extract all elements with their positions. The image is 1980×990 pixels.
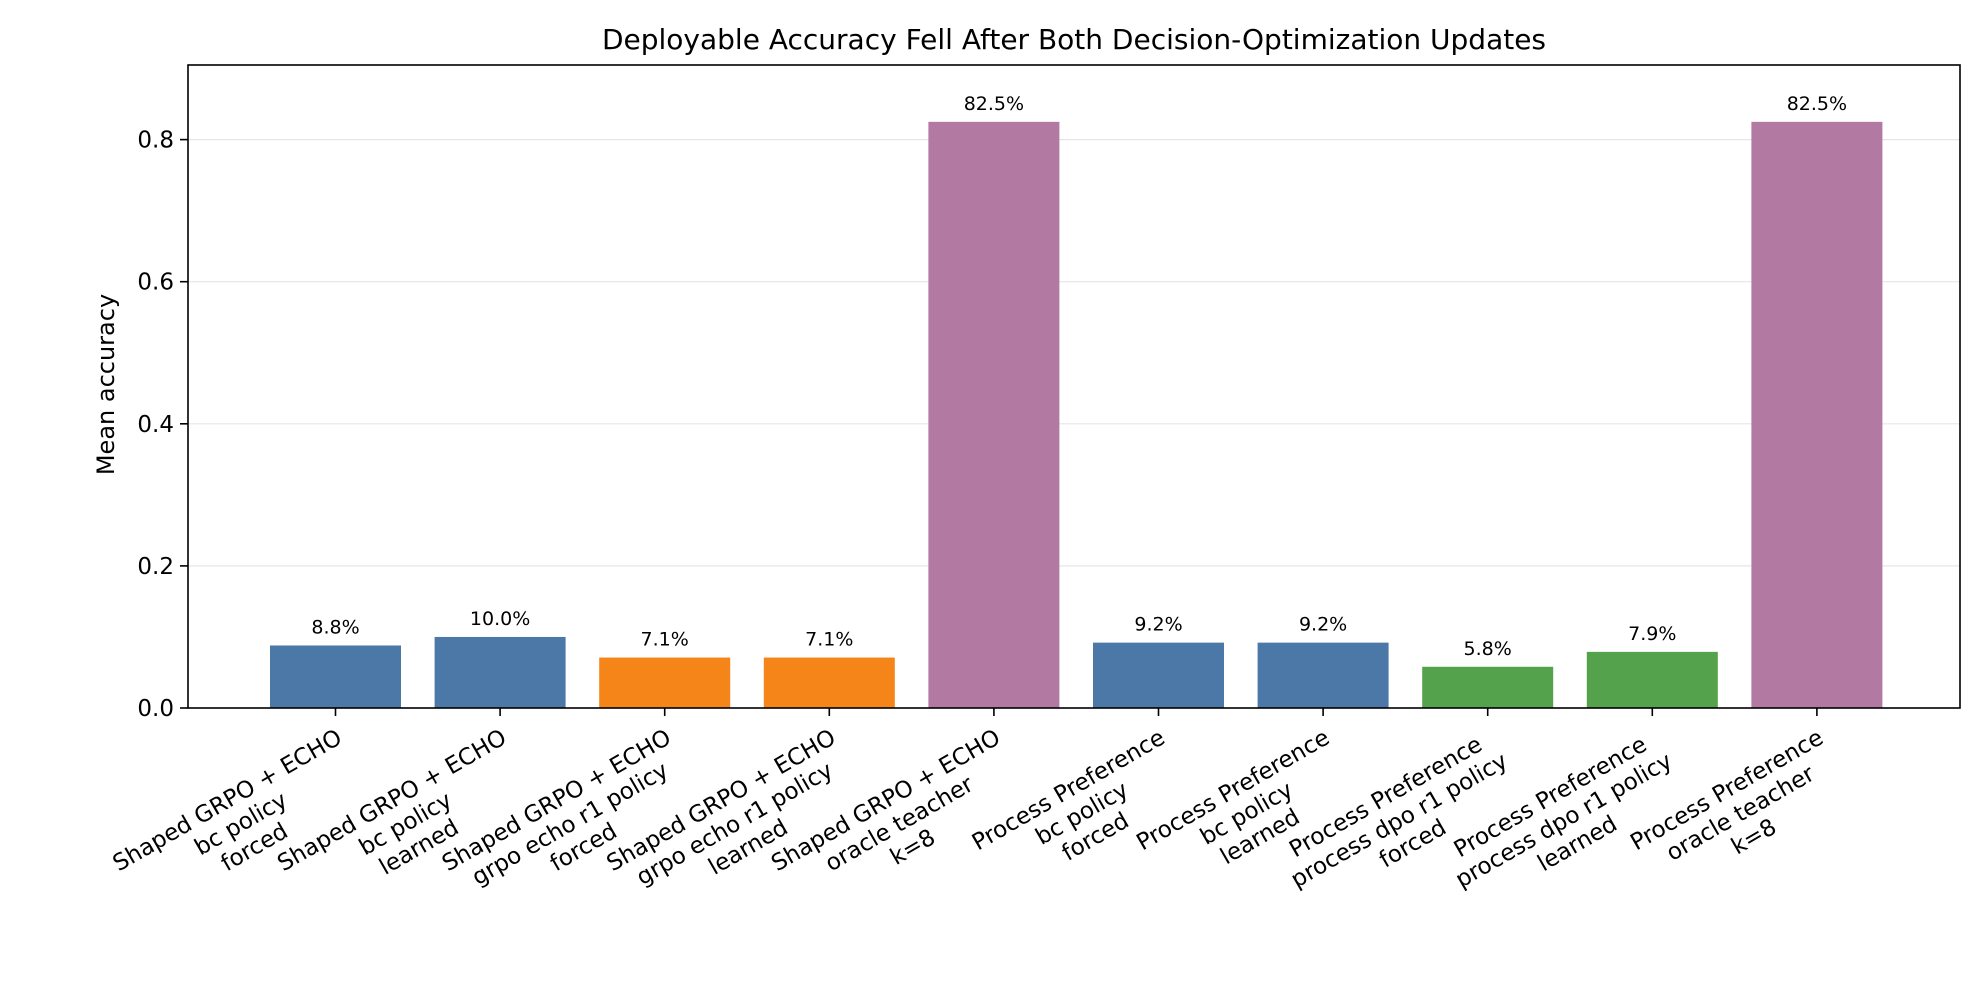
data-label: 8.8% bbox=[311, 616, 359, 638]
bar bbox=[1586, 651, 1718, 708]
bar bbox=[1751, 121, 1883, 708]
x-tick-label: Process Preferencebc policyforced bbox=[968, 725, 1197, 903]
y-tick-label: 0.6 bbox=[137, 270, 174, 296]
data-label: 82.5% bbox=[964, 93, 1024, 115]
data-label: 9.2% bbox=[1299, 614, 1347, 636]
bar bbox=[928, 121, 1060, 708]
y-tick-label: 0.0 bbox=[137, 696, 174, 722]
data-label: 82.5% bbox=[1787, 93, 1847, 115]
data-label: 7.9% bbox=[1628, 623, 1676, 645]
chart-title: Deployable Accuracy Fell After Both Deci… bbox=[602, 23, 1546, 56]
data-label: 5.8% bbox=[1464, 638, 1512, 660]
plot-frame bbox=[187, 64, 1961, 709]
grid-layer bbox=[188, 139, 1960, 567]
bar bbox=[763, 657, 895, 708]
bar bbox=[1093, 642, 1224, 708]
y-axis-ticks: 0.0 0.2 0.4 0.6 0.8 bbox=[137, 128, 188, 722]
data-label: 10.0% bbox=[470, 608, 530, 630]
y-axis-label: Mean accuracy bbox=[92, 294, 120, 475]
x-axis-ticks: Shaped GRPO + ECHObc policyforcedShaped … bbox=[109, 708, 1828, 903]
bar bbox=[599, 657, 731, 708]
y-tick-label: 0.4 bbox=[137, 412, 174, 438]
bar bbox=[1422, 666, 1554, 708]
bar bbox=[270, 645, 401, 708]
svg-text:Process Preferencebc policyfor: Process Preferencebc policyforced bbox=[968, 725, 1197, 903]
bar bbox=[434, 636, 566, 708]
y-tick-label: 0.2 bbox=[137, 554, 174, 580]
bar bbox=[1257, 642, 1389, 708]
data-label-layer: 8.8% 10.0% 7.1% 7.1% 82.5% 9.2% 9.2% 5.8% 7.9% 82… bbox=[311, 93, 1847, 660]
data-label: 7.1% bbox=[641, 629, 689, 651]
bar-layer bbox=[270, 121, 1883, 708]
y-tick-label: 0.8 bbox=[137, 128, 174, 154]
data-label: 7.1% bbox=[805, 629, 853, 651]
data-label: 9.2% bbox=[1134, 614, 1182, 636]
